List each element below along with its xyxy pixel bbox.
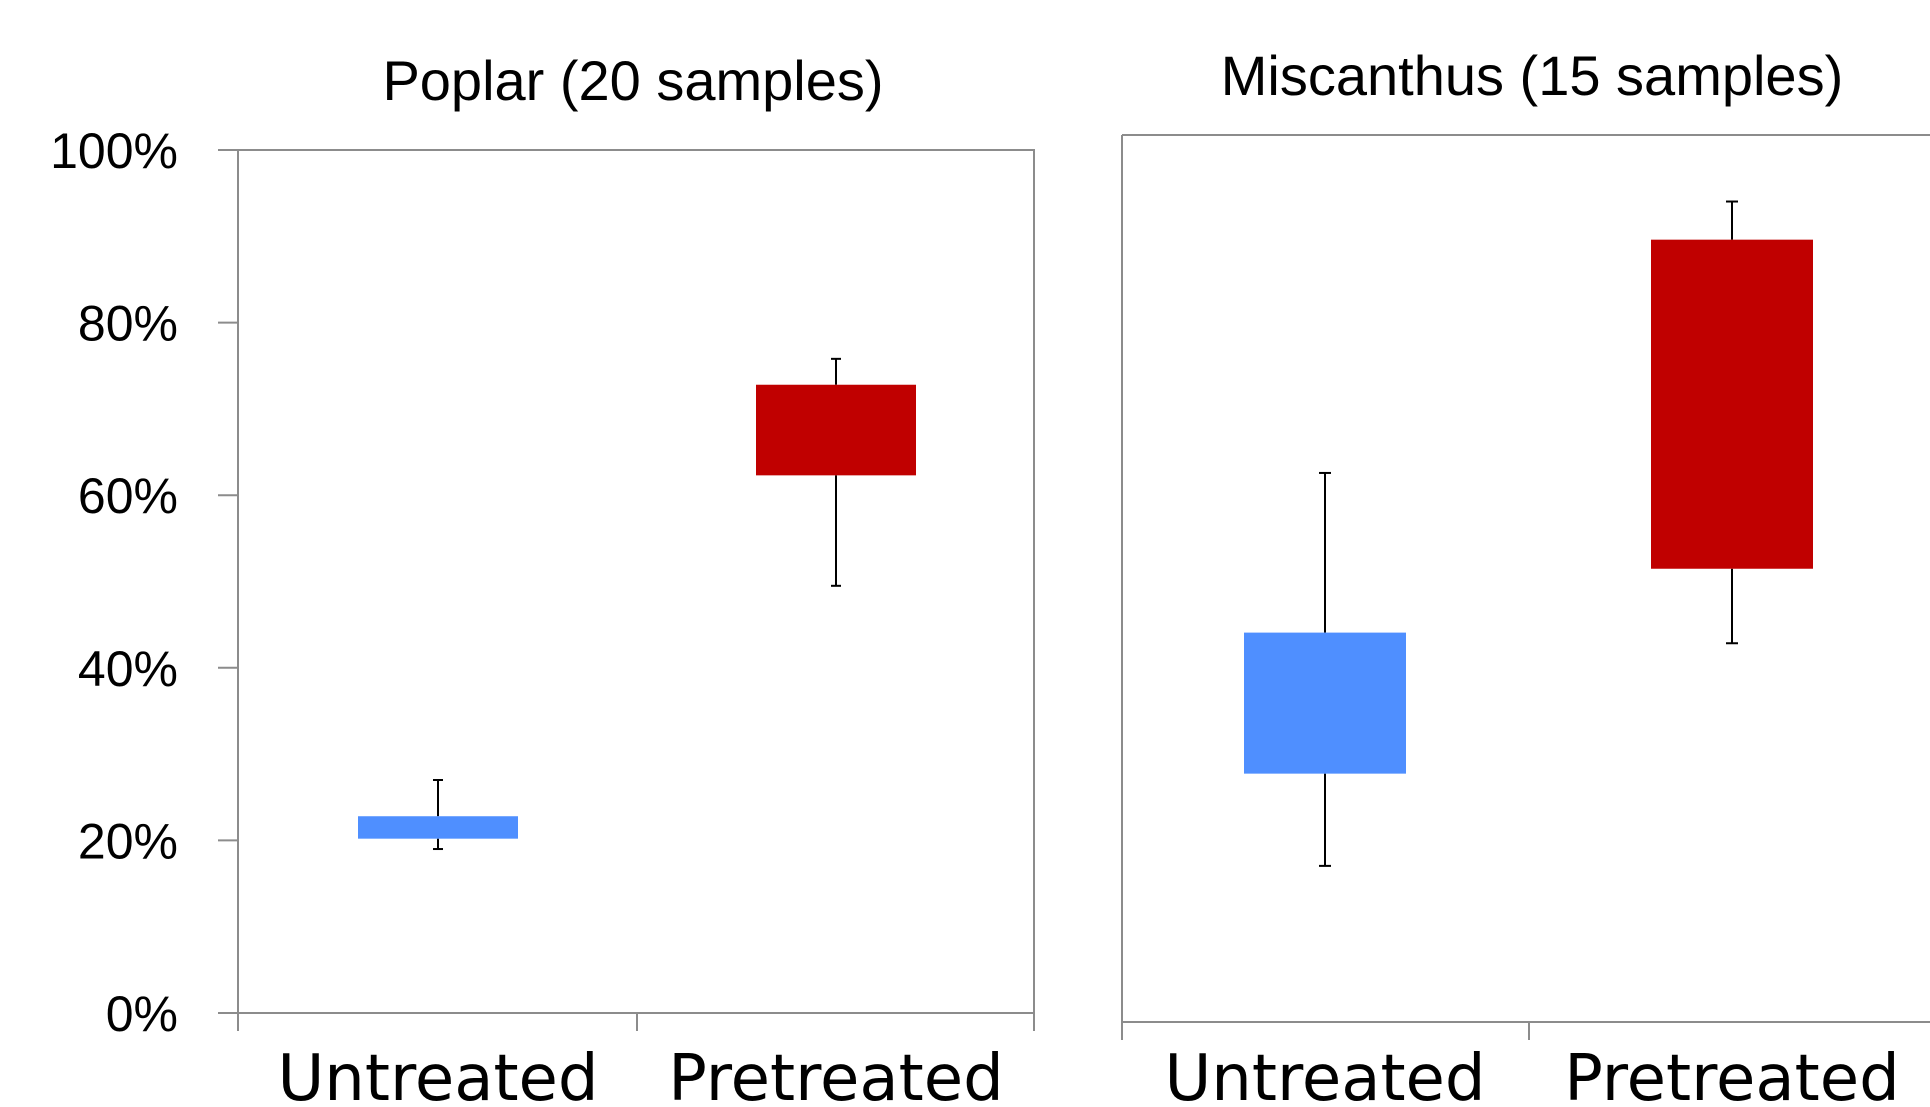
y-tick-label: 0% [106, 986, 178, 1042]
x-tick-label: Pretreated [1564, 1042, 1899, 1107]
x-tick-label: Untreated [277, 1042, 598, 1107]
x-tick-label: Pretreated [668, 1042, 1003, 1107]
poplar-chart-title: Poplar (20 samples) [382, 49, 883, 112]
poplar-plot-frame [237, 149, 1035, 1031]
pretreated-box [756, 384, 916, 476]
x-tick-label: Untreated [1164, 1042, 1485, 1107]
miscanthus-plot-frame [1121, 134, 1930, 1040]
poplar-x-axis: Untreated Pretreated [277, 1042, 1003, 1107]
miscanthus-chart-title: Miscanthus (15 samples) [1221, 44, 1843, 107]
poplar-panel: Poplar (20 samples) 0% 20% 40% 60% 80% 100% U… [50, 49, 1035, 1107]
y-tick-label: 100% [50, 123, 178, 179]
miscanthus-x-axis: Untreated Pretreated [1164, 1042, 1899, 1107]
miscanthus-panel: Miscanthus (15 samples) Untreated Pretrea… [1121, 44, 1930, 1107]
y-tick-label: 80% [78, 296, 178, 352]
plot-area-border [237, 149, 1035, 1014]
poplar-y-axis: 0% 20% 40% 60% 80% 100% [50, 123, 238, 1042]
miscanthus-boxes [1244, 200, 1813, 867]
untreated-box [1244, 632, 1406, 774]
y-tick-label: 60% [78, 468, 178, 524]
y-tick-label: 20% [78, 813, 178, 869]
untreated-box [358, 816, 518, 839]
pretreated-box [1651, 239, 1813, 569]
y-tick-label: 40% [78, 641, 178, 697]
poplar-boxes [358, 357, 916, 851]
